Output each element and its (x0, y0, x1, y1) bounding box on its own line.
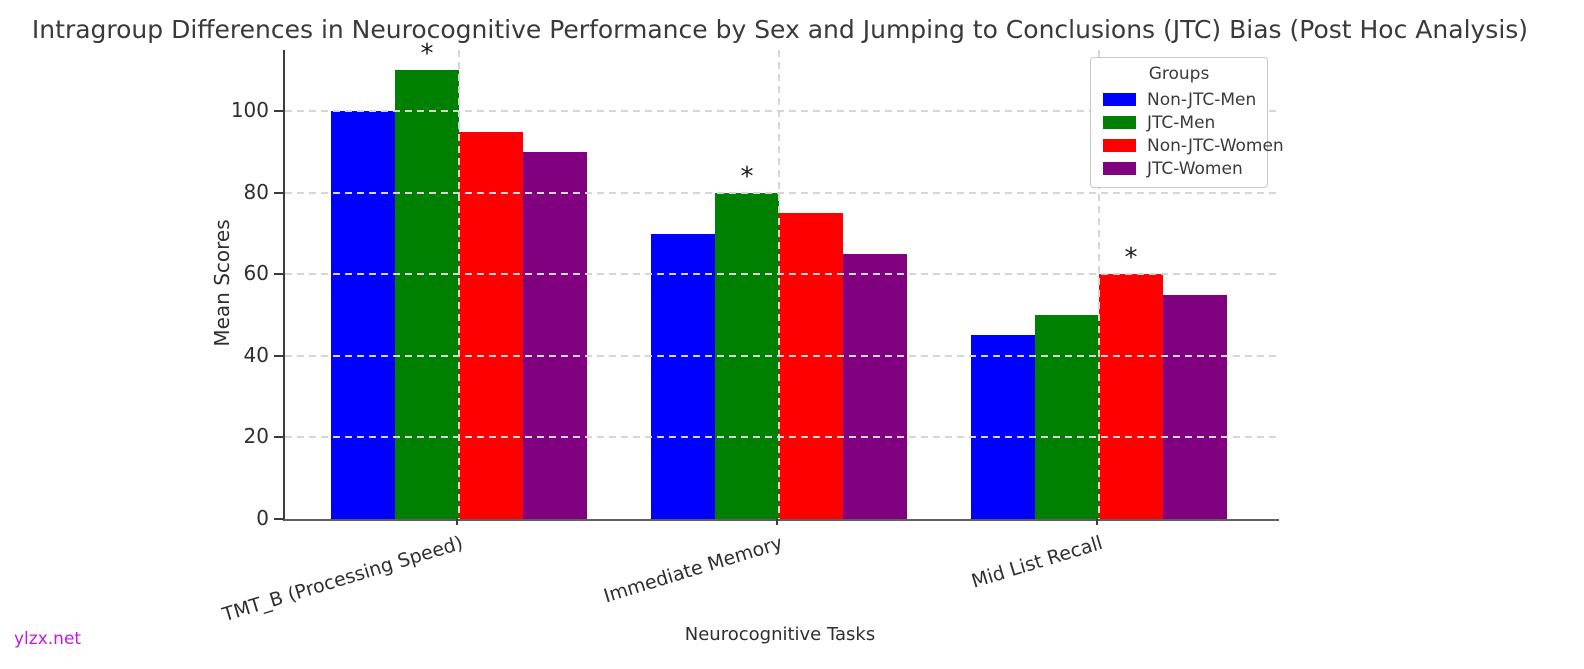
gridline-y-40 (285, 354, 1279, 357)
legend-swatch-non-jtc-men (1103, 93, 1136, 106)
y-tick-mark-100 (274, 110, 283, 113)
significance-marker: * (740, 161, 754, 192)
y-tick-mark-60 (274, 273, 283, 276)
x-axis-label: Neurocognitive Tasks (684, 624, 876, 645)
legend-entry: Non-JTC-Men (1091, 88, 1267, 111)
plot-area: * * * (283, 41, 1279, 521)
legend-entries: Non-JTC-Men JTC-Men Non-JTC-Women JTC-Women (1091, 88, 1284, 180)
bar-jtc-women-2 (843, 253, 907, 519)
gridline-y-60 (285, 273, 1279, 276)
bar-non-jtc-women-3 (1099, 274, 1163, 519)
bar-jtc-women-3 (1163, 294, 1227, 519)
gridline-y-20 (285, 436, 1279, 439)
y-tick-mark-40 (274, 354, 283, 357)
legend-entry-label: Non-JTC-Women (1147, 135, 1284, 156)
legend-swatch-jtc-women (1103, 162, 1136, 175)
legend-entry: JTC-Women (1091, 157, 1267, 180)
bar-jtc-women-1 (523, 151, 587, 519)
bar-non-jtc-men-1 (331, 111, 395, 519)
x-tick-label-1: TMT_B (Processing Speed) (219, 532, 466, 627)
y-tick-label-0: 0 (256, 506, 269, 530)
gridline-x-1 (458, 50, 460, 519)
bar-non-jtc-women-1 (459, 131, 523, 519)
watermark-link[interactable]: ylzx.net (14, 629, 82, 649)
significance-marker: * (1124, 243, 1138, 274)
bar-jtc-men-3 (1035, 315, 1099, 519)
legend-swatch-jtc-men (1103, 116, 1136, 129)
gridline-x-2 (778, 50, 780, 519)
x-tick-mark-1 (456, 519, 458, 525)
legend-swatch-non-jtc-women (1103, 139, 1136, 152)
legend-entry-label: JTC-Men (1147, 112, 1216, 133)
bar-non-jtc-men-2 (651, 233, 715, 519)
bar-non-jtc-women-2 (779, 213, 843, 519)
legend-title: Groups (1148, 64, 1210, 84)
significance-marker: * (420, 39, 434, 70)
y-tick-label-60: 60 (243, 261, 269, 286)
x-tick-mark-2 (776, 519, 778, 525)
legend-entry: Non-JTC-Women (1091, 134, 1284, 157)
legend-entry-label: JTC-Women (1147, 158, 1243, 179)
gridline-y-100 (285, 110, 1279, 113)
bar-jtc-men-1 (395, 70, 459, 519)
x-tick-label-3: Mid List Recall (969, 532, 1106, 593)
y-tick-label-20: 20 (243, 424, 269, 449)
y-tick-label-40: 40 (243, 342, 269, 367)
y-tick-mark-80 (274, 191, 283, 194)
y-tick-mark-20 (274, 436, 283, 439)
legend-entry: JTC-Men (1091, 111, 1267, 134)
x-tick-mark-3 (1096, 519, 1098, 525)
x-tick-label-2: Immediate Memory (601, 532, 786, 608)
legend: Groups Non-JTC-Men JTC-Men Non-JTC-Women JT… (1090, 57, 1284, 188)
y-tick-label-80: 80 (243, 179, 269, 204)
gridline-x-3 (1098, 50, 1100, 519)
legend-entry-label: Non-JTC-Men (1147, 89, 1257, 110)
y-tick-label-100: 100 (230, 98, 269, 123)
y-axis-label: Mean Scores (210, 219, 234, 347)
bar-non-jtc-men-3 (971, 335, 1035, 519)
chart-title: Intragroup Differences in Neurocognitive… (31, 15, 1529, 44)
gridline-y-80 (285, 191, 1279, 194)
y-tick-mark-0 (274, 518, 283, 520)
